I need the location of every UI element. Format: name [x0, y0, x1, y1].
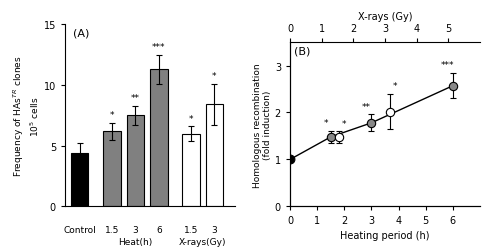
- X-axis label: Heating period (h): Heating period (h): [340, 230, 430, 240]
- Point: [286, 158, 294, 162]
- Text: *: *: [110, 111, 114, 119]
- Text: 6: 6: [156, 225, 162, 234]
- Text: X-rays(Gy): X-rays(Gy): [179, 237, 226, 246]
- Bar: [182, 134, 200, 207]
- Point: [386, 110, 394, 114]
- Text: Control: Control: [64, 225, 96, 234]
- Text: 3: 3: [132, 225, 138, 234]
- Text: *: *: [393, 82, 398, 91]
- Text: 1.5: 1.5: [184, 225, 198, 234]
- Text: 3: 3: [212, 225, 218, 234]
- Text: **: **: [362, 102, 371, 111]
- Bar: [126, 116, 144, 207]
- Text: (A): (A): [74, 29, 90, 39]
- Text: *: *: [189, 114, 194, 123]
- Text: 1.5: 1.5: [104, 225, 119, 234]
- Text: ***: ***: [152, 43, 166, 52]
- Bar: [150, 70, 168, 207]
- Y-axis label: Homologous recombination
(fold induction): Homologous recombination (fold induction…: [252, 63, 272, 187]
- Text: *: *: [212, 72, 216, 81]
- Bar: [103, 132, 120, 207]
- Text: ***: ***: [441, 61, 454, 70]
- Point: [326, 135, 334, 139]
- Text: Heat(h): Heat(h): [118, 237, 152, 246]
- Point: [335, 136, 343, 140]
- X-axis label: X-rays (Gy): X-rays (Gy): [358, 12, 412, 22]
- Bar: [206, 105, 224, 207]
- Bar: [71, 153, 88, 207]
- Point: [368, 121, 376, 125]
- Text: *: *: [342, 119, 346, 128]
- Text: *: *: [324, 119, 328, 128]
- Text: **: **: [131, 94, 140, 103]
- Text: (B): (B): [294, 46, 310, 56]
- Y-axis label: Frequency of HAs$^T$$^R$ clones
10$^5$ cells: Frequency of HAs$^T$$^R$ clones 10$^5$ c…: [12, 55, 41, 176]
- Point: [449, 84, 457, 88]
